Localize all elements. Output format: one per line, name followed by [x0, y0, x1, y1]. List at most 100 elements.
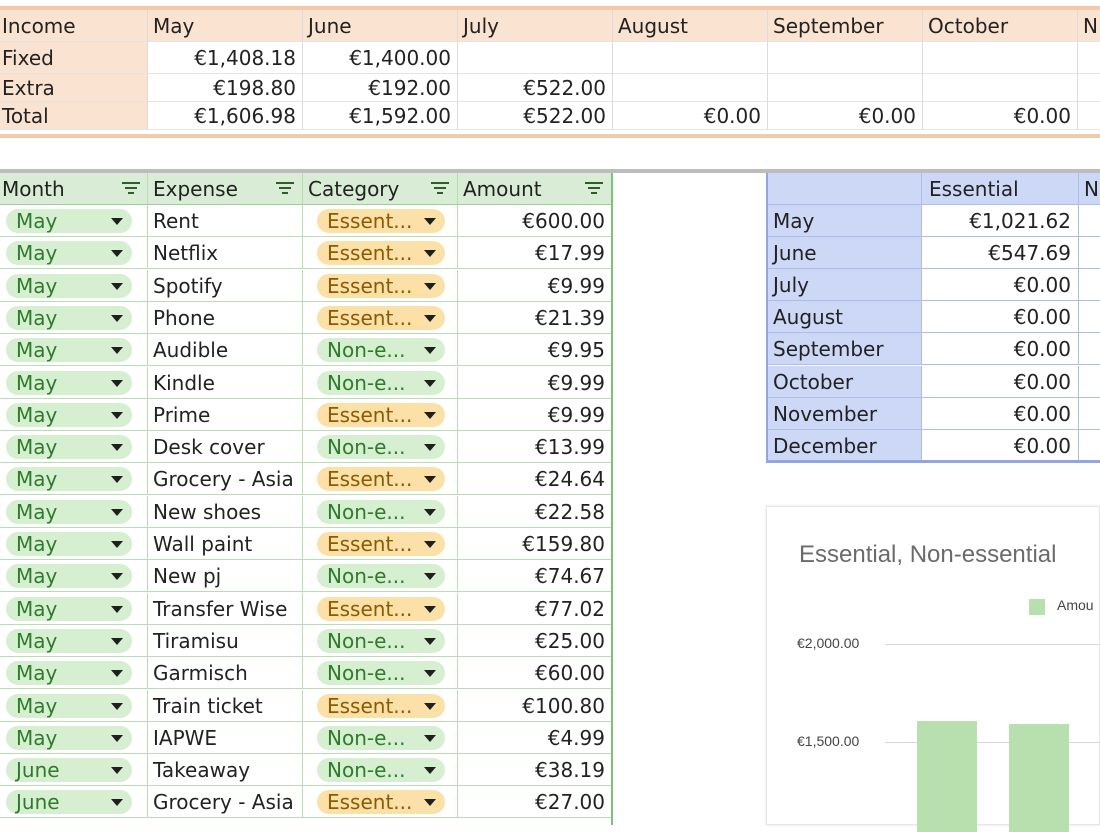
category-cell[interactable]: Essent... — [303, 301, 458, 334]
income-month-header[interactable]: N — [1078, 10, 1100, 42]
category-dropdown-chip[interactable]: Essent... — [317, 596, 445, 621]
summary-month-cell[interactable]: December — [766, 429, 922, 462]
month-cell[interactable]: June — [0, 754, 148, 787]
dropdown-arrow-icon[interactable] — [424, 702, 436, 710]
category-dropdown-chip[interactable]: Essent... — [317, 790, 445, 815]
income-header-label[interactable]: Income — [0, 10, 148, 42]
category-dropdown-chip[interactable]: Non-e... — [317, 338, 445, 363]
month-cell[interactable]: May — [0, 463, 148, 496]
month-dropdown-chip[interactable]: May — [6, 402, 132, 427]
income-value-cell[interactable]: €192.00 — [303, 74, 458, 102]
amount-cell[interactable]: €24.64 — [458, 463, 612, 496]
income-value-cell[interactable]: €1,606.98 — [148, 102, 303, 130]
amount-cell[interactable]: €159.80 — [458, 528, 612, 560]
dropdown-arrow-icon[interactable] — [424, 250, 436, 258]
expense-name-cell[interactable]: Train ticket — [148, 689, 303, 722]
dropdown-arrow-icon[interactable] — [111, 218, 123, 225]
month-cell[interactable]: May — [0, 560, 148, 593]
amount-cell[interactable]: €74.67 — [458, 560, 612, 593]
income-value-cell[interactable]: €0.00 — [613, 102, 768, 130]
amount-cell[interactable]: €17.99 — [458, 237, 612, 270]
month-cell[interactable]: May — [0, 721, 148, 754]
summary-essential-header[interactable]: Essential — [922, 173, 1079, 205]
month-dropdown-chip[interactable]: June — [6, 790, 132, 815]
income-row-label[interactable]: Total — [0, 102, 148, 130]
dropdown-arrow-icon[interactable] — [424, 573, 436, 581]
expense-name-cell[interactable]: Spotify — [148, 269, 303, 302]
income-value-cell[interactable] — [1078, 42, 1100, 74]
summary-nonessential-header[interactable]: N — [1079, 173, 1100, 205]
summary-essential-cell[interactable]: €0.00 — [922, 365, 1079, 398]
summary-month-cell[interactable]: June — [766, 237, 922, 270]
summary-corner-cell[interactable] — [766, 173, 922, 205]
amount-cell[interactable]: €9.95 — [458, 334, 612, 367]
amount-cell[interactable]: €9.99 — [458, 269, 612, 302]
dropdown-arrow-icon[interactable] — [111, 670, 123, 678]
summary-nonessential-cell[interactable] — [1079, 301, 1100, 334]
dropdown-arrow-icon[interactable] — [424, 379, 436, 387]
expense-chart[interactable]: Essential, Non-essential Amou €2,000.00 €… — [766, 506, 1100, 832]
dropdown-arrow-icon[interactable] — [424, 541, 436, 548]
summary-month-cell[interactable]: September — [766, 333, 922, 366]
dropdown-arrow-icon[interactable] — [424, 218, 436, 225]
month-column-header[interactable]: Month — [0, 173, 148, 205]
dropdown-arrow-icon[interactable] — [111, 444, 123, 452]
amount-cell[interactable]: €27.00 — [458, 786, 612, 819]
income-value-cell[interactable]: €0.00 — [768, 102, 923, 130]
summary-essential-cell[interactable]: €547.69 — [922, 237, 1079, 270]
income-month-header[interactable]: August — [613, 10, 768, 42]
month-dropdown-chip[interactable]: May — [6, 209, 132, 233]
filter-icon[interactable] — [585, 182, 603, 196]
category-dropdown-chip[interactable]: Essent... — [317, 305, 445, 330]
expense-name-cell[interactable]: New shoes — [148, 495, 303, 528]
dropdown-arrow-icon[interactable] — [111, 282, 123, 290]
month-dropdown-chip[interactable]: May — [6, 693, 132, 718]
income-row-label[interactable]: Fixed — [0, 42, 148, 74]
dropdown-arrow-icon[interactable] — [424, 476, 436, 484]
dropdown-arrow-icon[interactable] — [424, 670, 436, 678]
dropdown-arrow-icon[interactable] — [111, 314, 123, 322]
dropdown-arrow-icon[interactable] — [424, 508, 436, 516]
expense-name-cell[interactable]: Kindle — [148, 366, 303, 399]
month-cell[interactable]: May — [0, 237, 148, 270]
month-cell[interactable]: May — [0, 366, 148, 399]
month-dropdown-chip[interactable]: May — [6, 273, 132, 298]
summary-nonessential-cell[interactable] — [1079, 365, 1100, 398]
summary-essential-cell[interactable]: €0.00 — [922, 269, 1079, 302]
dropdown-arrow-icon[interactable] — [424, 605, 436, 613]
category-cell[interactable]: Non-e... — [303, 334, 458, 367]
amount-cell[interactable]: €21.39 — [458, 301, 612, 334]
income-value-cell[interactable] — [768, 42, 923, 74]
summary-essential-cell[interactable]: €0.00 — [922, 429, 1079, 462]
filter-icon[interactable] — [276, 182, 294, 196]
month-dropdown-chip[interactable]: May — [6, 338, 132, 363]
summary-month-cell[interactable]: October — [766, 365, 922, 398]
category-cell[interactable]: Essent... — [303, 786, 458, 819]
amount-cell[interactable]: €25.00 — [458, 624, 612, 657]
income-value-cell[interactable] — [458, 42, 613, 74]
dropdown-arrow-icon[interactable] — [111, 411, 123, 419]
summary-nonessential-cell[interactable] — [1079, 237, 1100, 270]
summary-essential-cell[interactable]: €1,021.62 — [922, 205, 1079, 237]
dropdown-arrow-icon[interactable] — [111, 702, 123, 710]
month-dropdown-chip[interactable]: May — [6, 241, 132, 266]
category-dropdown-chip[interactable]: Essent... — [317, 693, 445, 718]
category-dropdown-chip[interactable]: Non-e... — [317, 725, 445, 750]
expense-name-cell[interactable]: Netflix — [148, 237, 303, 270]
month-dropdown-chip[interactable]: May — [6, 564, 132, 589]
month-cell[interactable]: May — [0, 398, 148, 431]
month-cell[interactable]: May — [0, 334, 148, 367]
income-month-header[interactable]: May — [148, 10, 303, 42]
month-dropdown-chip[interactable]: May — [6, 628, 132, 653]
income-value-cell[interactable]: €1,400.00 — [303, 42, 458, 74]
month-cell[interactable]: May — [0, 269, 148, 302]
category-dropdown-chip[interactable]: Non-e... — [317, 435, 445, 460]
category-cell[interactable]: Non-e... — [303, 495, 458, 528]
month-dropdown-chip[interactable]: May — [6, 467, 132, 492]
dropdown-arrow-icon[interactable] — [424, 767, 436, 775]
income-month-header[interactable]: June — [303, 10, 458, 42]
dropdown-arrow-icon[interactable] — [424, 411, 436, 419]
category-column-header[interactable]: Category — [303, 173, 458, 205]
category-dropdown-chip[interactable]: Non-e... — [317, 758, 445, 783]
month-cell[interactable]: May — [0, 624, 148, 657]
